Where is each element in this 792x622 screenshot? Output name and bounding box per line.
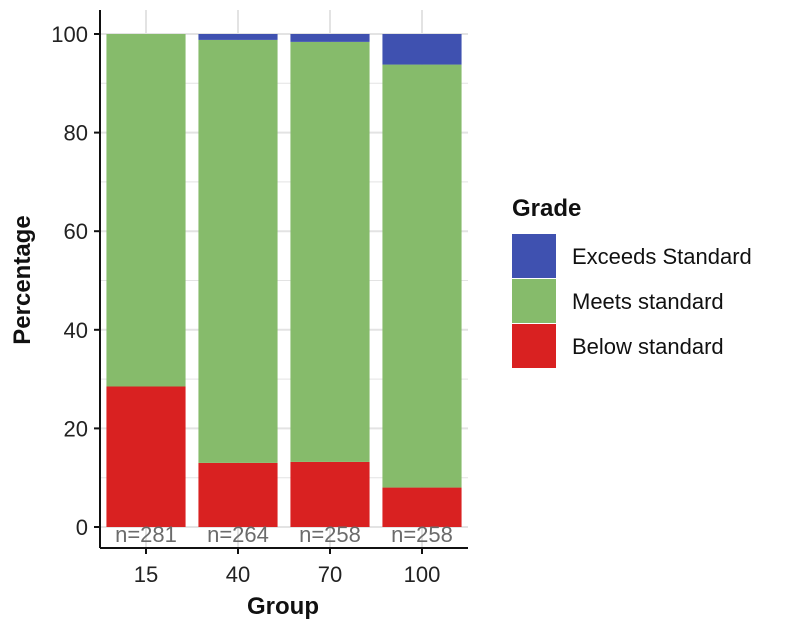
legend-swatch-exceeds-standard [512,234,556,278]
bar-meets-standard-70 [290,41,370,462]
y-tick-label: 60 [64,219,88,244]
x-axis-title: Group [247,593,319,620]
tick-labels: 0 20 40 60 80 100 15 40 70 100 [51,22,440,587]
legend-swatch-below-standard [512,324,556,368]
sample-size-label: n=258 [391,522,453,547]
bar-meets-standard-15 [106,34,186,387]
x-tick-label: 70 [318,562,342,587]
y-tick-label: 80 [64,121,88,146]
legend-swatch-meets-standard [512,279,556,323]
bar-exceeds-standard-40 [198,34,278,40]
y-tick-label: 20 [64,416,88,441]
legend-label: Below standard [572,334,724,359]
bars [106,34,462,527]
bar-below-standard-100 [382,487,462,527]
bar-below-standard-15 [106,386,186,527]
bar-exceeds-standard-100 [382,34,462,65]
axes [94,10,468,554]
bar-below-standard-70 [290,461,370,527]
sample-size-label: n=264 [207,522,269,547]
legend: Grade Exceeds Standard Meets standard Belo… [512,195,752,368]
legend-title: Grade [512,195,581,222]
y-tick-label: 0 [76,515,88,540]
sample-size-label: n=281 [115,522,177,547]
y-axis-title: Percentage [9,215,36,344]
sample-size-label: n=258 [299,522,361,547]
x-tick-label: 40 [226,562,250,587]
x-tick-label: 100 [404,562,441,587]
legend-label: Exceeds Standard [572,244,752,269]
y-tick-label: 100 [51,22,88,47]
bar-exceeds-standard-70 [290,34,370,42]
bar-meets-standard-40 [198,39,278,463]
y-tick-label: 40 [64,318,88,343]
sample-size-labels: n=281 n=264 n=258 n=258 [115,522,453,547]
x-tick-label: 15 [134,562,158,587]
bar-below-standard-40 [198,462,278,527]
bar-meets-standard-100 [382,64,462,488]
legend-label: Meets standard [572,289,724,314]
